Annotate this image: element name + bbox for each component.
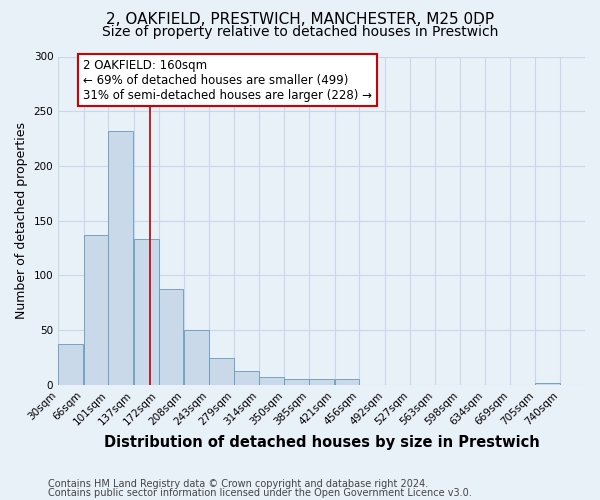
Bar xyxy=(259,378,284,385)
Text: Contains HM Land Registry data © Crown copyright and database right 2024.: Contains HM Land Registry data © Crown c… xyxy=(48,479,428,489)
Bar xyxy=(158,288,184,385)
Bar xyxy=(309,380,334,385)
Bar xyxy=(209,358,233,385)
X-axis label: Distribution of detached houses by size in Prestwich: Distribution of detached houses by size … xyxy=(104,435,539,450)
Text: Contains public sector information licensed under the Open Government Licence v3: Contains public sector information licen… xyxy=(48,488,472,498)
Bar xyxy=(83,235,109,385)
Bar xyxy=(335,380,359,385)
Bar xyxy=(284,380,309,385)
Bar xyxy=(134,240,158,385)
Text: 2, OAKFIELD, PRESTWICH, MANCHESTER, M25 0DP: 2, OAKFIELD, PRESTWICH, MANCHESTER, M25 … xyxy=(106,12,494,28)
Bar xyxy=(109,131,133,385)
Text: Size of property relative to detached houses in Prestwich: Size of property relative to detached ho… xyxy=(102,25,498,39)
Bar xyxy=(234,370,259,385)
Y-axis label: Number of detached properties: Number of detached properties xyxy=(15,122,28,319)
Text: 2 OAKFIELD: 160sqm
← 69% of detached houses are smaller (499)
31% of semi-detach: 2 OAKFIELD: 160sqm ← 69% of detached hou… xyxy=(83,58,372,102)
Bar xyxy=(58,344,83,385)
Bar xyxy=(184,330,209,385)
Bar xyxy=(535,383,560,385)
